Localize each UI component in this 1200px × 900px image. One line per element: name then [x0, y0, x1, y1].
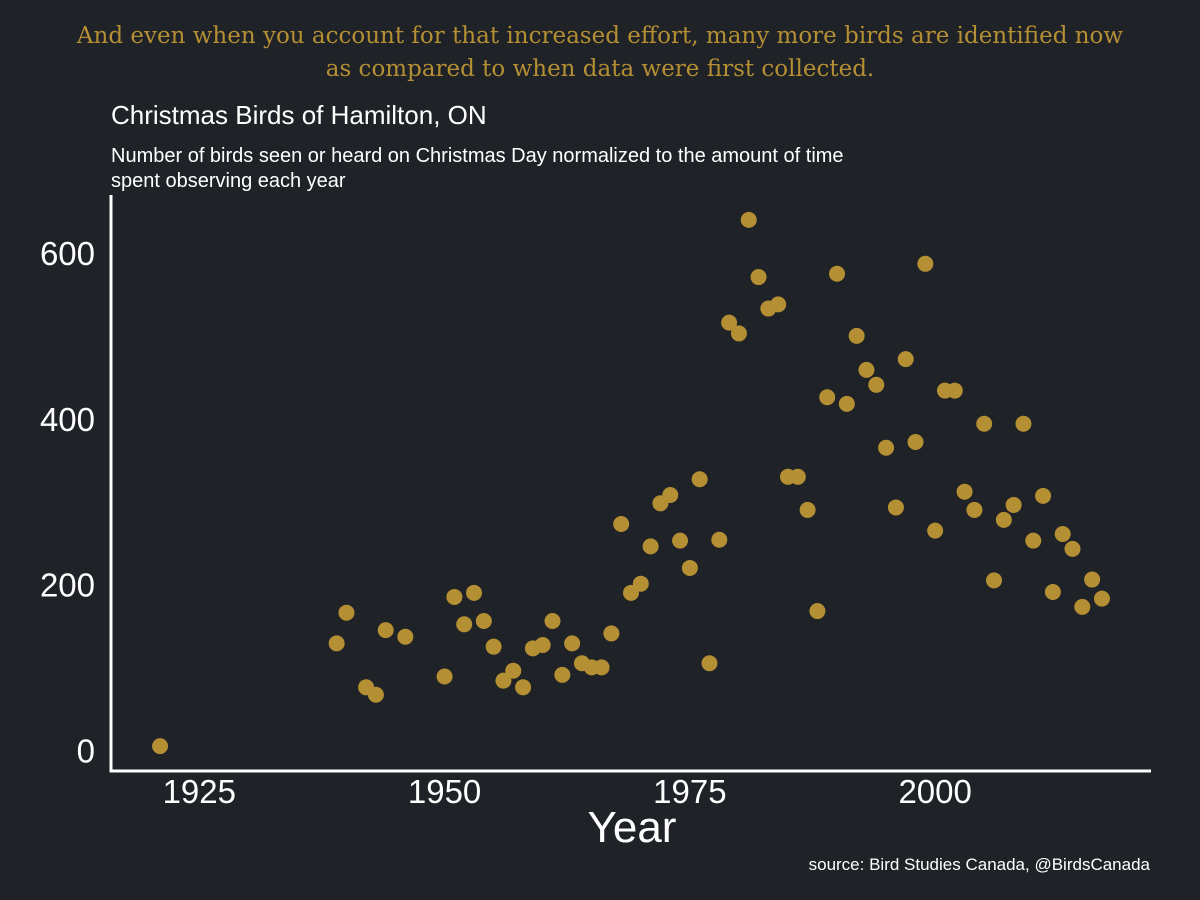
data-point: [740, 211, 757, 228]
data-point: [681, 559, 698, 576]
data-point: [672, 532, 689, 549]
data-point: [466, 584, 483, 601]
data-point: [544, 612, 561, 629]
x-tick-label: 2000: [898, 773, 971, 810]
data-point: [878, 439, 895, 456]
data-point: [691, 471, 708, 488]
data-point: [1025, 532, 1042, 549]
y-tick-label: 0: [77, 732, 95, 769]
data-point: [397, 628, 414, 645]
data-point: [917, 255, 934, 272]
y-tick-label: 600: [40, 235, 95, 272]
chart-subtitle-line-1: Number of birds seen or heard on Christm…: [111, 145, 844, 167]
data-point: [593, 659, 610, 676]
data-point: [1035, 487, 1052, 504]
data-point: [475, 612, 492, 629]
data-point: [848, 327, 865, 344]
data-point: [730, 325, 747, 342]
data-point: [1005, 496, 1022, 513]
data-point: [367, 686, 384, 703]
data-point: [554, 666, 571, 683]
data-point: [701, 655, 718, 672]
x-tick-label: 1925: [163, 773, 236, 810]
data-point: [603, 625, 620, 642]
data-point: [946, 382, 963, 399]
data-point: [662, 487, 679, 504]
data-point: [1084, 571, 1101, 588]
data-point: [446, 588, 463, 605]
data-point: [1064, 540, 1081, 557]
data-point: [642, 538, 659, 555]
data-point: [809, 603, 826, 620]
data-point: [1074, 598, 1091, 615]
data-point: [966, 501, 983, 518]
chart-subtitle-line-2: spent observing each year: [111, 170, 346, 192]
data-point: [613, 516, 630, 533]
data-point: [1093, 590, 1110, 607]
headline-line-2: as compared to when data were first coll…: [326, 56, 875, 82]
data-point: [1015, 415, 1032, 432]
data-point: [328, 635, 345, 652]
data-point: [868, 376, 885, 393]
data-point: [721, 314, 738, 331]
x-axis-title: Year: [588, 803, 677, 852]
data-point: [829, 265, 846, 282]
data-point: [632, 575, 649, 592]
y-tick-labels: 0 200 400 600: [40, 235, 95, 769]
data-point: [456, 616, 473, 633]
data-point: [505, 662, 522, 679]
data-point: [495, 672, 512, 689]
data-point: [338, 604, 355, 621]
data-point: [858, 361, 875, 378]
data-point: [436, 668, 453, 685]
data-point: [515, 679, 532, 696]
y-tick-label: 400: [40, 401, 95, 438]
data-point: [887, 499, 904, 516]
data-point: [377, 622, 394, 639]
chart-title: Christmas Birds of Hamilton, ON: [111, 100, 487, 130]
data-point: [750, 269, 767, 286]
data-point: [564, 635, 581, 652]
data-point: [907, 433, 924, 450]
x-tick-label: 1975: [653, 773, 726, 810]
data-point: [897, 351, 914, 368]
headline-line-1: And even when you account for that incre…: [76, 23, 1123, 49]
data-point: [986, 572, 1003, 589]
data-point: [1044, 583, 1061, 600]
x-tick-labels: 1925 1950 1975 2000: [163, 773, 972, 810]
data-point: [1054, 525, 1071, 542]
data-point: [976, 415, 993, 432]
data-point: [711, 531, 728, 548]
data-point: [956, 483, 973, 500]
data-point: [819, 389, 836, 406]
data-point: [995, 511, 1012, 528]
data-point: [789, 468, 806, 485]
data-point: [799, 501, 816, 518]
y-tick-label: 200: [40, 567, 95, 604]
data-point: [770, 296, 787, 313]
data-point: [534, 637, 551, 654]
data-point: [485, 638, 502, 655]
source-note: source: Bird Studies Canada, @BirdsCanad…: [809, 855, 1151, 874]
x-tick-label: 1950: [408, 773, 481, 810]
data-points: [152, 211, 1110, 755]
data-point: [838, 395, 855, 412]
data-point: [927, 522, 944, 539]
data-point: [152, 738, 169, 755]
